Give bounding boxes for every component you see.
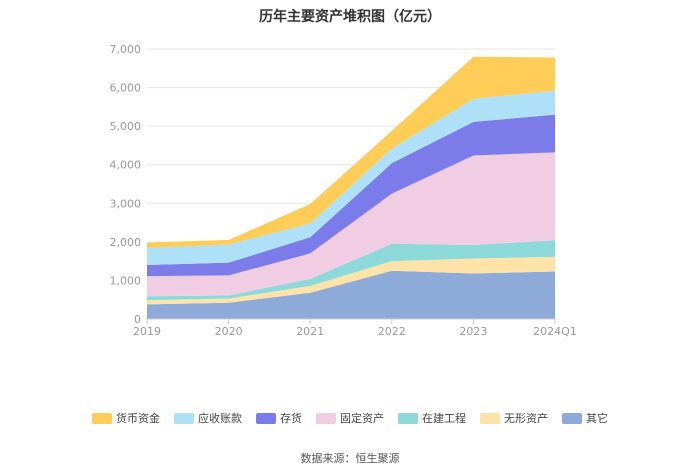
y-tick-label: 1,000 bbox=[110, 274, 142, 287]
area-series-无形资产 bbox=[147, 256, 555, 305]
area-series-存货 bbox=[147, 114, 555, 277]
x-tick-label: 2022 bbox=[378, 325, 406, 338]
legend-label: 无形资产 bbox=[504, 412, 548, 425]
x-tick-label: 2024Q1 bbox=[533, 325, 577, 338]
legend-swatch bbox=[316, 412, 336, 424]
legend-swatch bbox=[398, 412, 418, 424]
legend: 货币资金 应收账款 存货 固定资产 在建工程 无形资产 其它 bbox=[0, 410, 700, 426]
legend-label: 应收账款 bbox=[198, 412, 242, 425]
legend-item[interactable]: 固定资产 bbox=[316, 410, 384, 426]
y-tick-label: 5,000 bbox=[110, 120, 142, 133]
y-tick-label: 3,000 bbox=[110, 197, 142, 210]
y-tick-label: 0 bbox=[134, 313, 141, 326]
legend-item[interactable]: 应收账款 bbox=[174, 410, 242, 426]
legend-label: 在建工程 bbox=[422, 412, 466, 425]
x-tick-label: 2019 bbox=[133, 325, 161, 338]
legend-item[interactable]: 在建工程 bbox=[398, 410, 466, 426]
area-series-其它 bbox=[147, 270, 555, 319]
legend-item[interactable]: 货币资金 bbox=[92, 410, 160, 426]
legend-label: 货币资金 bbox=[116, 412, 160, 425]
legend-label: 存货 bbox=[280, 412, 302, 425]
y-tick-label: 7,000 bbox=[110, 43, 142, 56]
chart-title: 历年主要资产堆积图（亿元） bbox=[259, 9, 441, 25]
legend-item[interactable]: 无形资产 bbox=[480, 410, 548, 426]
area-series-在建工程 bbox=[147, 240, 555, 301]
y-tick-label: 6,000 bbox=[110, 82, 142, 95]
area-series-固定资产 bbox=[147, 152, 555, 297]
y-tick-label: 2,000 bbox=[110, 236, 142, 249]
y-tick-label: 4,000 bbox=[110, 159, 142, 172]
legend-label: 固定资产 bbox=[340, 412, 384, 425]
legend-swatch bbox=[92, 412, 112, 424]
area-series-应收账款 bbox=[147, 90, 555, 266]
x-tick-label: 2023 bbox=[459, 325, 487, 338]
legend-swatch bbox=[256, 412, 276, 424]
legend-label: 其它 bbox=[586, 412, 608, 425]
source-note: 数据来源：恒生聚源 bbox=[300, 452, 400, 465]
x-tick-label: 2020 bbox=[215, 325, 243, 338]
legend-swatch bbox=[480, 412, 500, 424]
legend-item[interactable]: 存货 bbox=[256, 410, 302, 426]
legend-swatch bbox=[174, 412, 194, 424]
x-tick-label: 2021 bbox=[296, 325, 324, 338]
area-series-货币资金 bbox=[147, 56, 555, 249]
legend-item[interactable]: 其它 bbox=[562, 410, 608, 426]
legend-swatch bbox=[562, 412, 582, 424]
